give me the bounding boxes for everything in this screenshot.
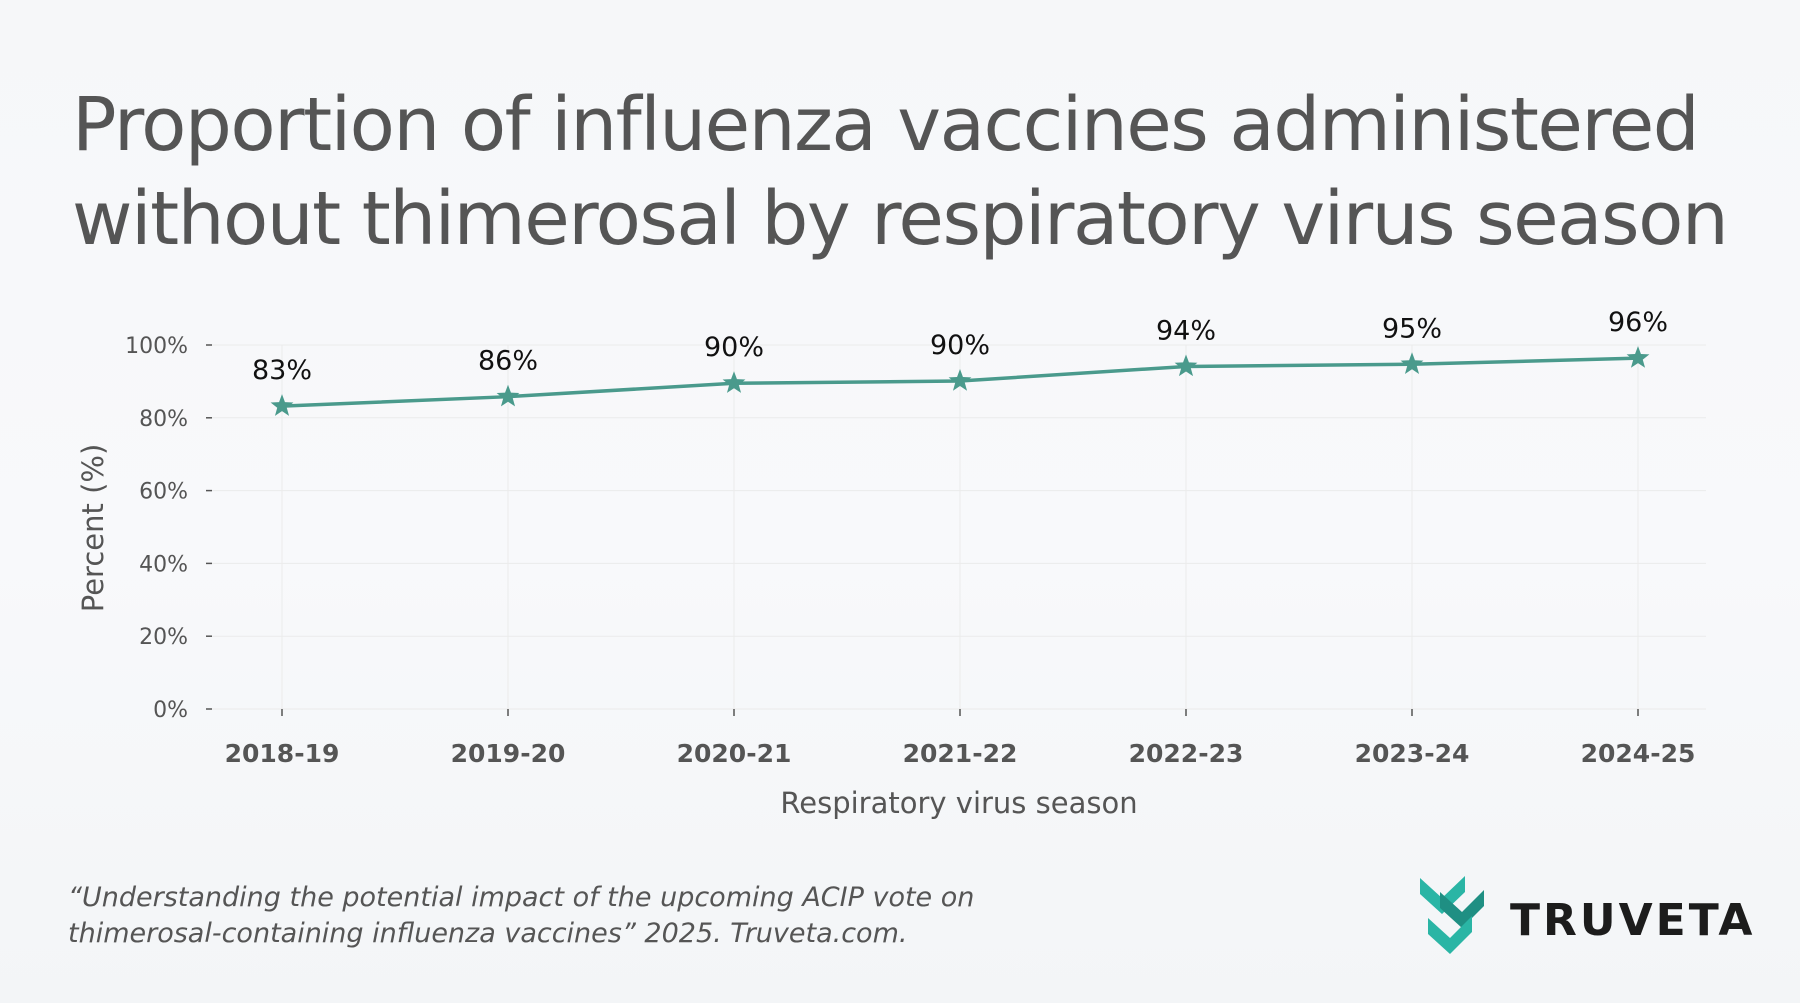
chart-title: Proportion of influenza vaccines adminis… xyxy=(72,78,1752,266)
y-tick-label: 0% xyxy=(153,698,188,723)
citation: “Understanding the potential impact of t… xyxy=(68,880,974,952)
x-tick-label: 2024-25 xyxy=(1581,739,1696,768)
data-point-star xyxy=(1174,354,1198,377)
x-tick-label: 2020-21 xyxy=(677,739,792,768)
logo-chevron-bottom xyxy=(1428,916,1472,954)
data-point-star xyxy=(722,371,746,393)
y-tick-label: 40% xyxy=(139,552,188,577)
data-label: 94% xyxy=(1156,315,1216,346)
data-point-star xyxy=(496,384,520,407)
y-axis-title: Percent (%) xyxy=(76,444,110,613)
chart-title-line-1: Proportion of influenza vaccines adminis… xyxy=(72,82,1700,168)
y-tick-label: 80% xyxy=(139,407,188,432)
citation-line-2: thimerosal-containing influenza vaccines… xyxy=(68,918,908,949)
y-tick-label: 20% xyxy=(139,625,188,650)
data-point-star xyxy=(270,394,294,416)
data-label: 90% xyxy=(704,332,764,363)
x-tick-label: 2023-24 xyxy=(1355,739,1470,768)
x-tick-label: 2018-19 xyxy=(225,739,340,768)
y-tick-label: 60% xyxy=(139,480,188,505)
citation-line-1: “Understanding the potential impact of t… xyxy=(68,882,975,913)
data-point-star xyxy=(1626,346,1650,368)
data-label: 90% xyxy=(930,330,990,361)
y-tick-label: 100% xyxy=(125,334,188,359)
logo-chevron-middle xyxy=(1440,890,1484,928)
x-tick-label: 2021-22 xyxy=(903,739,1018,768)
data-label: 86% xyxy=(478,346,538,377)
truveta-wordmark: TRUVETA xyxy=(1510,894,1756,946)
truveta-logo: TRUVETA xyxy=(1420,870,1755,970)
data-point-star xyxy=(948,369,972,391)
truveta-logo-mark xyxy=(1420,876,1484,954)
x-axis-title: Respiratory virus season xyxy=(780,786,1137,820)
data-label: 96% xyxy=(1608,307,1668,338)
x-tick-label: 2019-20 xyxy=(451,739,566,768)
data-label: 83% xyxy=(252,355,312,386)
line-chart: 0% 20% 40% 60% 80% 100% 2018-19 2019-20 2020-21 2… xyxy=(76,307,1706,820)
data-label: 95% xyxy=(1382,313,1442,344)
x-tick-label: 2022-23 xyxy=(1129,739,1244,768)
chart-title-line-2: without thimerosal by respiratory virus … xyxy=(72,176,1729,262)
data-point-star xyxy=(1400,352,1424,374)
